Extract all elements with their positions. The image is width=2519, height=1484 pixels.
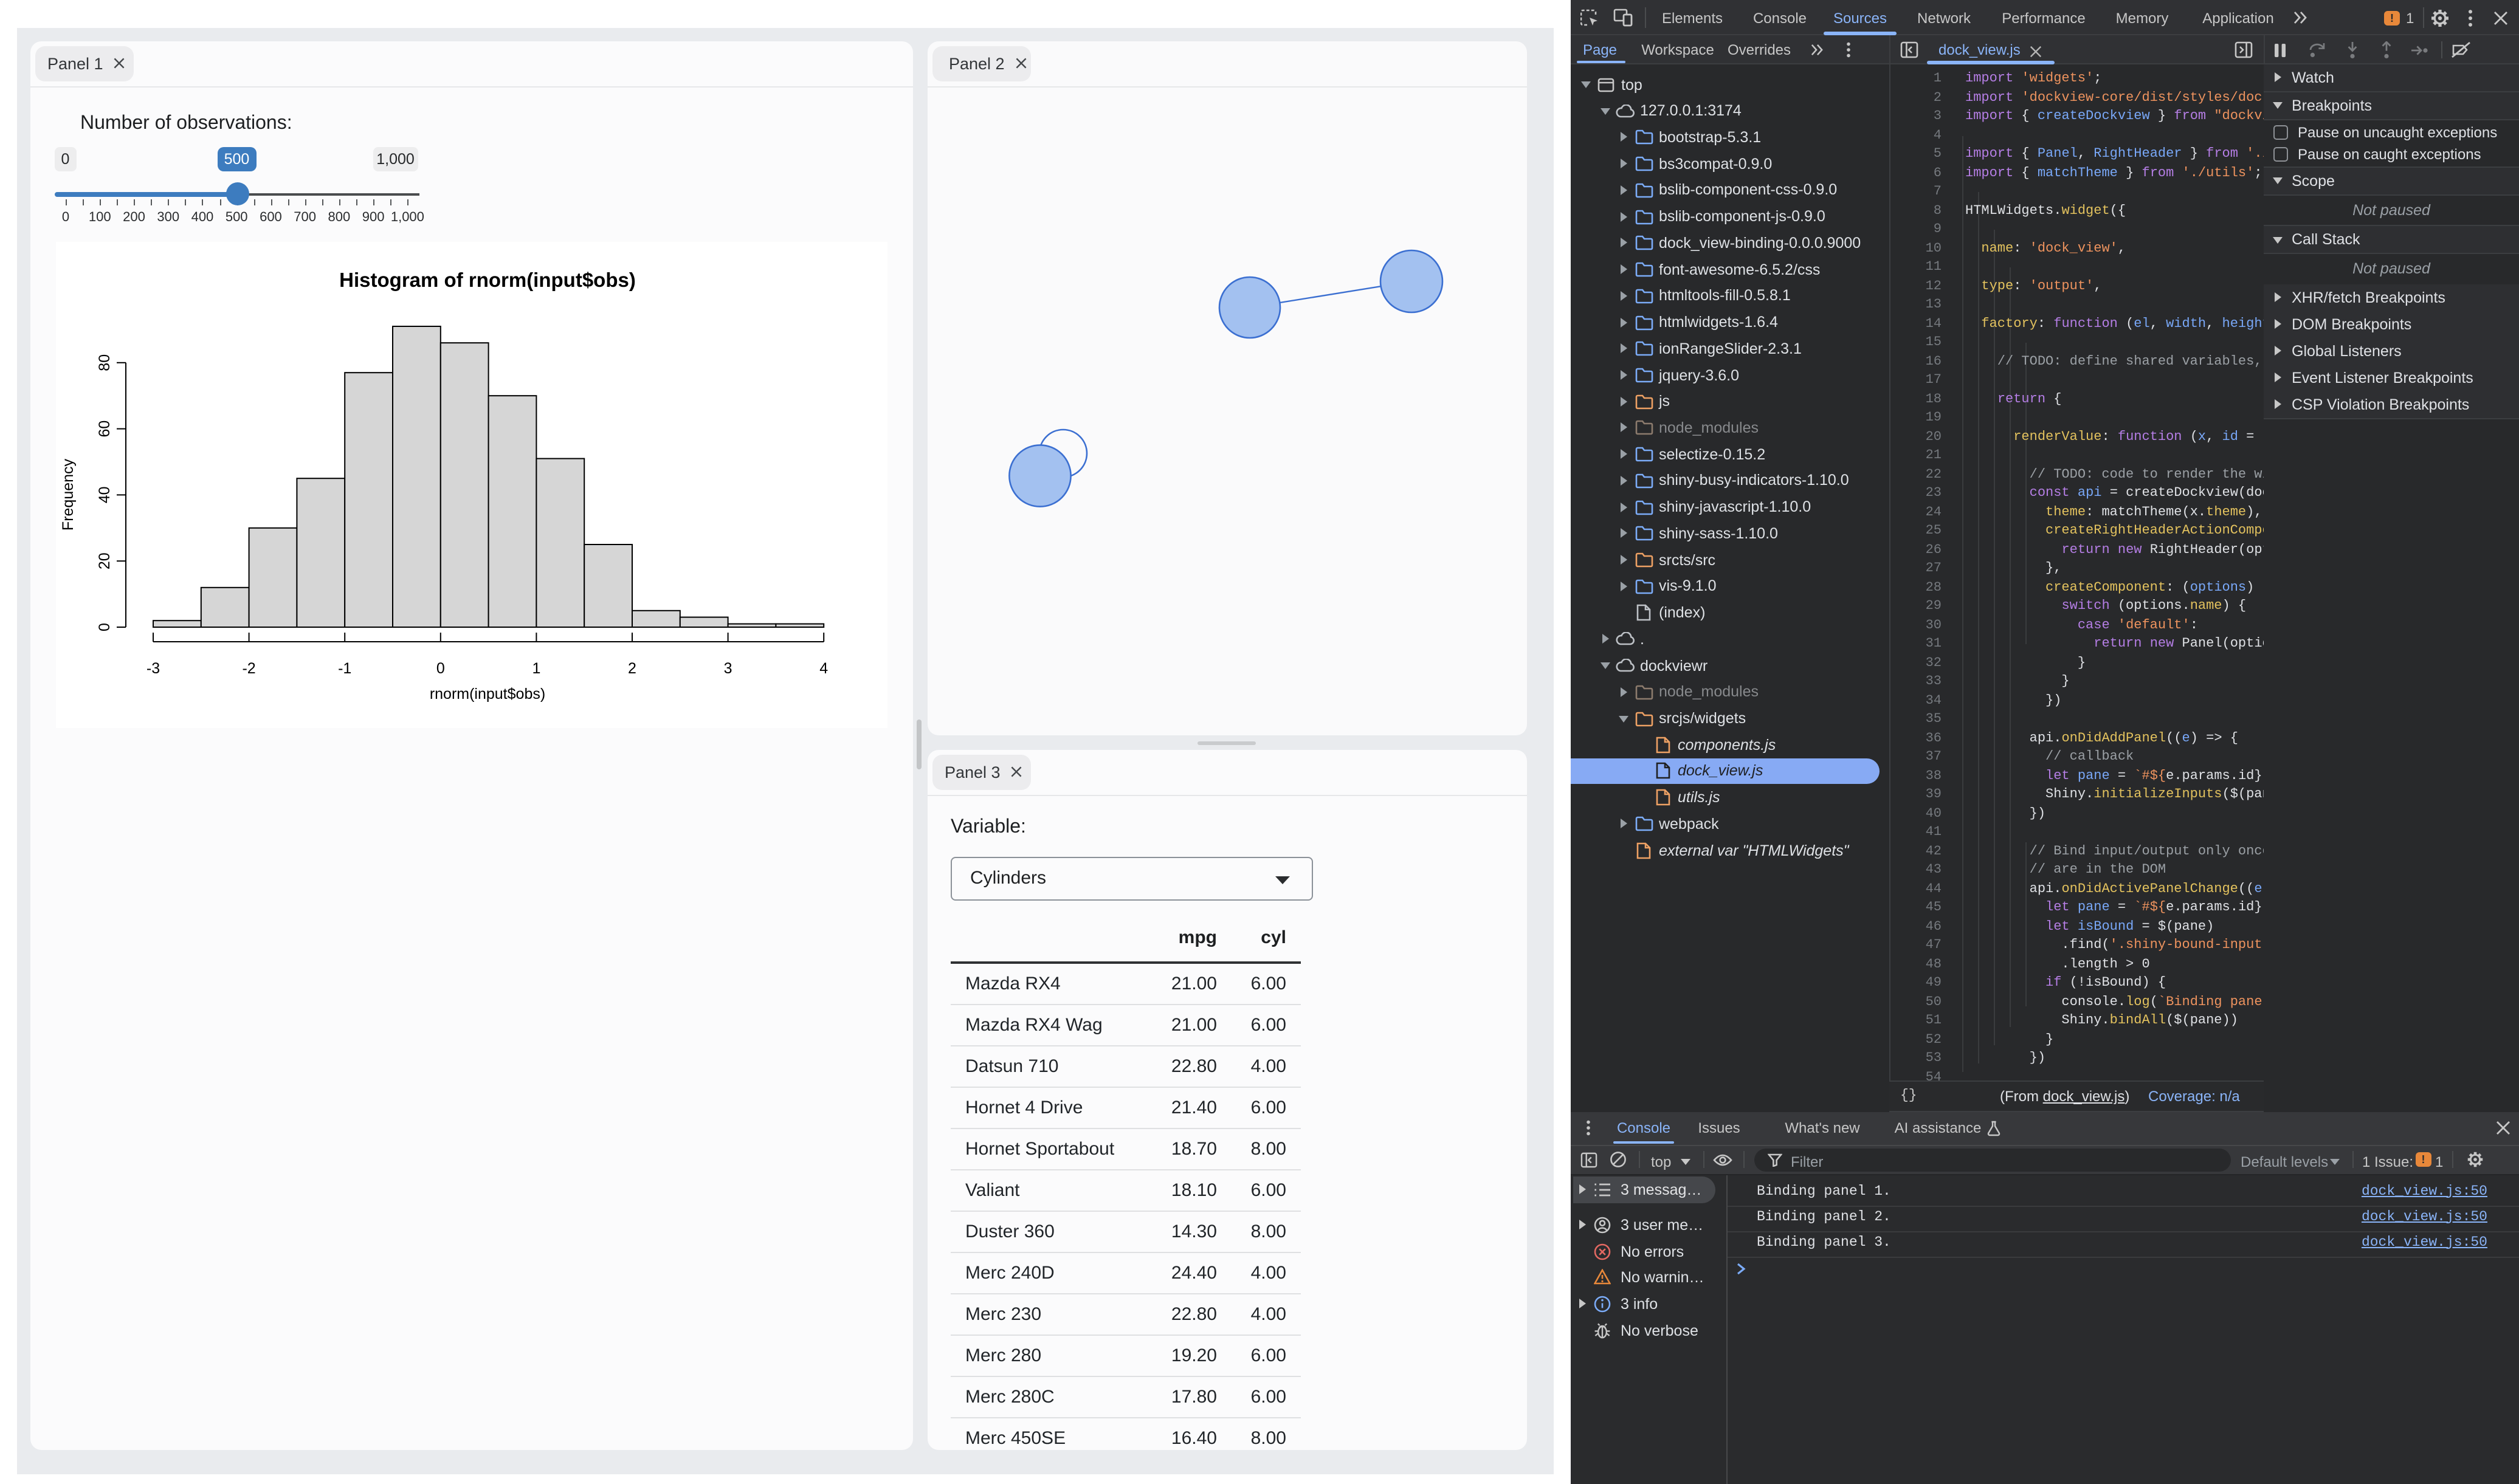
svg-text:80: 80 xyxy=(96,354,113,371)
svg-text:4: 4 xyxy=(819,660,828,677)
svg-text:3: 3 xyxy=(724,660,732,677)
svg-text:20: 20 xyxy=(96,552,113,569)
svg-text:Frequency: Frequency xyxy=(60,458,77,531)
svg-text:-3: -3 xyxy=(146,660,160,677)
svg-text:-1: -1 xyxy=(338,660,351,677)
svg-text:-2: -2 xyxy=(242,660,255,677)
svg-text:0: 0 xyxy=(96,623,113,631)
svg-text:0: 0 xyxy=(436,660,445,677)
svg-text:40: 40 xyxy=(96,486,113,503)
svg-text:60: 60 xyxy=(96,421,113,438)
svg-text:rnorm(input$obs): rnorm(input$obs) xyxy=(430,685,545,702)
svg-text:1: 1 xyxy=(532,660,540,677)
svg-text:2: 2 xyxy=(628,660,636,677)
svg-text:Histogram of rnorm(input$obs): Histogram of rnorm(input$obs) xyxy=(339,269,636,291)
